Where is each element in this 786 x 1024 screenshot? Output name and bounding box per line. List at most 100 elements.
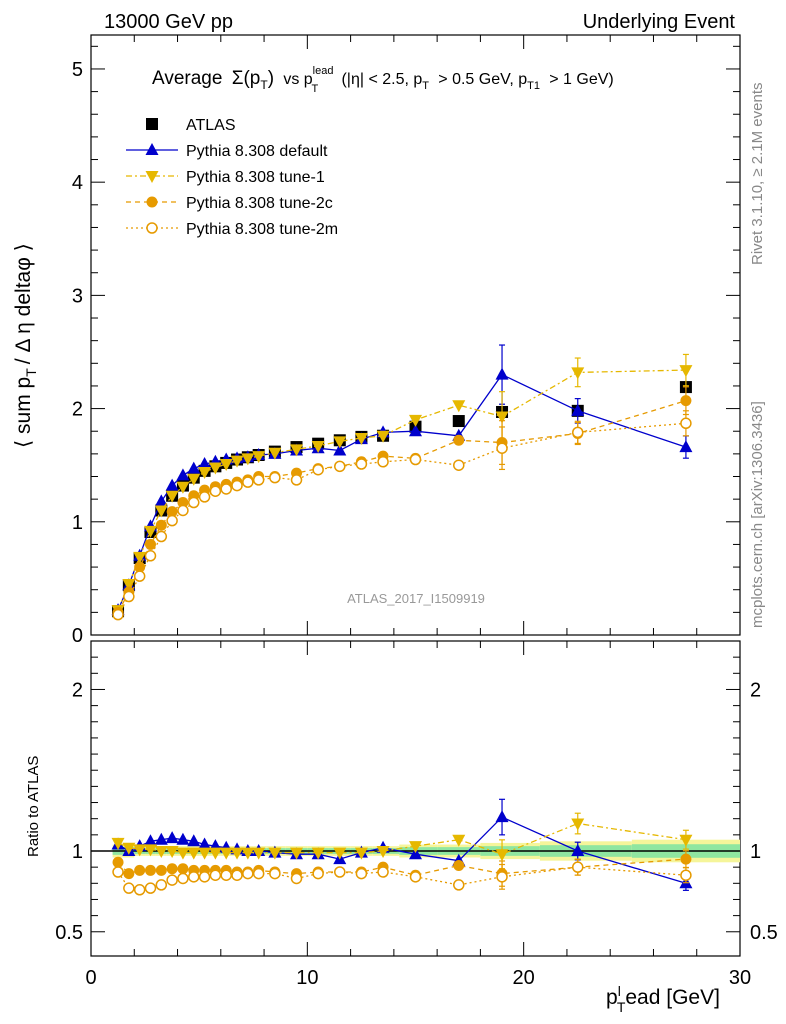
ratio-point-pythia-8-308-tune-1-20 (409, 841, 422, 854)
main-point-pythia-8-308-tune-1-24 (679, 365, 693, 378)
xlabel-a: p (606, 986, 618, 1009)
xlabel-b: ead [GeV] (625, 986, 720, 1009)
main-point-pythia-8-308-tune-1-13 (252, 451, 266, 464)
legend-item-pythia-8-308-tune-2m: Pythia 8.308 tune-2m (126, 221, 338, 238)
ratio-point-pythia-8-308-tune-1-24 (679, 834, 693, 847)
main-point-pythia-8-308-tune-2m-0 (112, 608, 124, 621)
legend: ATLAS Pythia 8.308 default Pythia 8.308 tu… (126, 117, 338, 238)
main-point-pythia-8-308-tune-2m-20 (409, 453, 422, 466)
ratio-point-pythia-8-308-tune-2c-3 (144, 864, 156, 876)
ratio-point-pythia-8-308-default-7 (187, 834, 201, 847)
title-cuts-b-sub: T1 (527, 80, 540, 92)
ratio-point-pythia-8-308-tune-2m-23 (572, 861, 584, 873)
ratio-point-pythia-8-308-tune-2m-16 (312, 867, 324, 880)
main-point-pythia-8-308-default-4 (154, 494, 168, 507)
ratio-panel-frame (90, 640, 741, 957)
main-point-pythia-8-308-tune-2m-19 (377, 456, 389, 468)
ratio-point-pythia-8-308-tune-1-23 (571, 818, 585, 831)
ratio-point-pythia-8-308-tune-1-16 (311, 847, 325, 860)
ratio-point-pythia-8-308-default-20 (409, 847, 422, 860)
ratio-point-pythia-8-308-tune-2m-20 (409, 871, 422, 883)
ratio-point-pythia-8-308-tune-2m-8 (198, 871, 211, 883)
ratio-point-pythia-8-308-tune-1-6 (176, 847, 190, 860)
main-point-pythia-8-308-tune-2m-24 (680, 417, 692, 430)
main-series (111, 344, 693, 621)
main-line-pythia-8-308-tune-2m (117, 422, 686, 615)
main-point-pythia-8-308-tune-2m-8 (198, 491, 211, 503)
title-cuts-c: > 1 GeV) (549, 71, 613, 88)
ratio-point-pythia-8-308-tune-1-0 (111, 837, 125, 850)
header-right: Underlying Event (583, 11, 736, 33)
legend-item-atlas: ATLAS (146, 117, 236, 134)
ylabel-main: ⟨ sum pT / Δ η deltaφ ⟩ (12, 243, 39, 448)
legend-label-atlas: ATLAS (186, 117, 236, 134)
main-point-pythia-8-308-tune-1-7 (187, 473, 201, 486)
ratio-point-pythia-8-308-tune-2m-18 (355, 867, 368, 880)
mcplots-label: mcplots.cern.ch [arXiv:1306.3436] (749, 401, 766, 628)
ratio-point-pythia-8-308-tune-2m-10 (220, 869, 232, 881)
main-ytick-label-1: 1 (72, 512, 83, 534)
ratio-point-pythia-8-308-tune-2m-11 (231, 869, 243, 881)
ylabel-main-sub: T (23, 368, 39, 377)
title-sigma-close: ) (268, 68, 274, 89)
legend-item-pythia-8-308-tune-1: Pythia 8.308 tune-1 (126, 169, 325, 186)
main-ytick-label-2: 2 (72, 399, 83, 421)
main-series-pythia-8-308-tune-2m (112, 410, 692, 621)
main-point-pythia-8-308-tune-2m-15 (290, 474, 303, 486)
main-point-pythia-8-308-tune-2m-14 (269, 471, 281, 484)
ratio-point-pythia-8-308-tune-2c-5 (166, 863, 178, 875)
ratio-point-pythia-8-308-default-22 (495, 810, 509, 823)
main-point-pythia-8-308-tune-1-1 (122, 579, 136, 592)
ratio-point-pythia-8-308-tune-2m-22 (496, 871, 508, 883)
main-point-pythia-8-308-tune-2m-16 (312, 463, 324, 476)
ratio-point-pythia-8-308-tune-1-3 (143, 844, 157, 857)
ratio-point-pythia-8-308-tune-2c-0 (112, 856, 124, 868)
ylabel-main-b: / Δ η deltaφ ⟩ (12, 243, 35, 364)
main-point-pythia-8-308-tune-1-6 (176, 481, 190, 494)
main-point-pythia-8-308-tune-2m-5 (166, 514, 178, 527)
main-point-pythia-8-308-tune-1-14 (268, 447, 282, 460)
xtick-label-0: 0 (85, 967, 96, 989)
ratio-point-pythia-8-308-tune-2m-9 (209, 869, 222, 881)
legend-label-pythia-8-308-default: Pythia 8.308 default (186, 143, 328, 160)
plot-title: Average Σ(pT) vs plead T (|η| < 2.5, pT >… (152, 65, 614, 97)
main-ytick-label-5: 5 (72, 59, 83, 81)
legend-label-pythia-8-308-tune-2c: Pythia 8.308 tune-2c (186, 195, 333, 212)
main-point-pythia-8-308-tune-2m-6 (177, 504, 189, 517)
main-point-pythia-8-308-default-23 (571, 403, 585, 416)
xtick-label-30: 30 (729, 967, 751, 989)
title-cuts-a: (|η| < 2.5, p (341, 71, 422, 88)
ratio-point-pythia-8-308-tune-1-18 (354, 847, 368, 860)
ratio-point-pythia-8-308-tune-1-12 (241, 847, 255, 860)
ratio-series-pythia-8-308-tune-2m (112, 858, 692, 896)
legend-marker-pythia-8-308-tune-2c (146, 196, 158, 208)
main-point-pythia-8-308-default-17 (333, 443, 347, 456)
ratio-ytick-label-right-0.5: 0.5 (750, 922, 778, 944)
main-point-pythia-8-308-tune-2m-21 (453, 459, 465, 471)
ratio-point-pythia-8-308-default-5 (165, 831, 179, 844)
ratio-point-pythia-8-308-default-8 (198, 837, 212, 850)
ratio-point-pythia-8-308-tune-2m-2 (133, 884, 146, 896)
main-point-pythia-8-308-tune-2m-3 (144, 550, 157, 562)
ratio-ytick-label-1: 1 (72, 841, 83, 863)
title-cuts-b: > 0.5 GeV, p (438, 71, 527, 88)
ratio-point-pythia-8-308-tune-2m-24 (680, 869, 692, 881)
main-point-atlas-21 (452, 415, 465, 428)
main-point-pythia-8-308-tune-1-18 (354, 433, 368, 446)
main-point-pythia-8-308-default-24 (679, 440, 693, 453)
legend-marker-atlas (146, 118, 158, 130)
xlabel-sub: T (617, 999, 626, 1015)
legend-marker-pythia-8-308-tune-1 (145, 171, 159, 183)
main-point-pythia-8-308-tune-1-8 (198, 466, 212, 479)
main-point-pythia-8-308-tune-2m-4 (155, 530, 168, 543)
ratio-point-pythia-8-308-tune-2c-21 (453, 860, 465, 872)
title-vs-sub: T (311, 83, 318, 95)
ratio-point-pythia-8-308-tune-1-5 (165, 846, 179, 858)
ratio-point-pythia-8-308-tune-1-22 (495, 849, 509, 862)
main-point-pythia-8-308-tune-2m-22 (496, 442, 508, 454)
main-point-pythia-8-308-tune-1-2 (133, 551, 147, 564)
legend-marker-pythia-8-308-tune-2m (146, 222, 158, 234)
ratio-point-pythia-8-308-tune-2m-3 (144, 882, 157, 894)
ylabel-main-a: ⟨ sum p (12, 377, 35, 448)
